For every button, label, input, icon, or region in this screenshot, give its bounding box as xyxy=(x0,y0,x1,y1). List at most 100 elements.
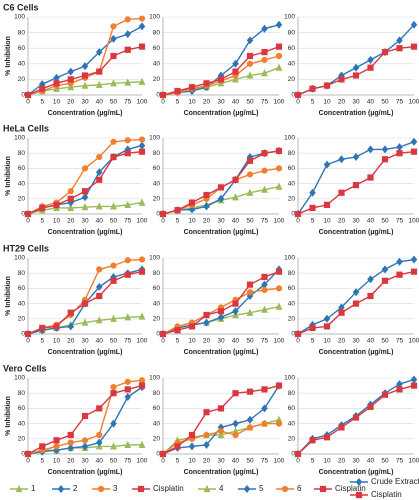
y-tick-label: 20 xyxy=(18,76,26,83)
x-tick-label: 30 xyxy=(81,458,89,465)
marker xyxy=(355,491,363,499)
marker xyxy=(367,55,374,64)
row-title: HT29 Cells xyxy=(3,243,49,253)
marker xyxy=(243,485,251,493)
x-tick-label: 75 xyxy=(124,218,132,225)
marker xyxy=(138,22,146,31)
marker xyxy=(67,67,74,76)
marker xyxy=(110,314,117,322)
x-axis-label: Concentration (µg/mL) xyxy=(319,229,394,236)
marker xyxy=(124,200,132,208)
marker xyxy=(367,174,374,181)
marker xyxy=(232,193,239,201)
y-tick-label: 20 xyxy=(18,436,26,443)
legend-label: 1 xyxy=(31,484,36,493)
x-tick-label: 10 xyxy=(53,338,61,345)
marker xyxy=(203,311,210,319)
x-tick-label: 40 xyxy=(96,338,104,345)
marker xyxy=(309,324,316,332)
y-axis-label: % Inhibition xyxy=(5,396,12,436)
marker xyxy=(338,424,345,431)
marker xyxy=(124,16,131,23)
marker xyxy=(261,185,268,193)
x-tick-label: 75 xyxy=(261,218,269,225)
marker xyxy=(96,438,103,447)
marker xyxy=(95,316,103,324)
x-tick-label: 10 xyxy=(323,338,331,345)
x-axis-label: Concentration (µg/mL) xyxy=(184,349,259,356)
x-tick-label: 40 xyxy=(96,99,104,106)
marker xyxy=(203,318,210,327)
marker xyxy=(381,265,389,274)
marker xyxy=(261,420,268,427)
legend-label: Cisplatin xyxy=(371,490,402,499)
x-tick-label: 50 xyxy=(246,458,254,465)
marker xyxy=(261,273,268,281)
x-tick-label: 5 xyxy=(40,218,44,225)
marker xyxy=(188,199,196,206)
marker xyxy=(39,204,46,212)
y-tick-label: 60 xyxy=(288,405,296,412)
y-tick-label: 80 xyxy=(153,390,161,397)
y-tick-label: 60 xyxy=(153,405,161,412)
marker xyxy=(110,442,117,450)
marker xyxy=(246,157,254,164)
x-tick-label: 0 xyxy=(26,99,30,106)
x-tick-label: 20 xyxy=(203,99,211,106)
marker xyxy=(203,409,210,416)
x-tick-label: 75 xyxy=(261,458,269,465)
x-tick-label: 75 xyxy=(261,338,269,345)
marker xyxy=(323,434,331,441)
y-tick-label: 100 xyxy=(14,255,25,262)
marker xyxy=(275,268,283,275)
y-axis-label: % Inhibition xyxy=(5,36,12,76)
x-tick-label: 50 xyxy=(110,338,118,345)
marker xyxy=(294,450,302,458)
y-tick-label: 20 xyxy=(288,76,296,83)
y-tick-label: 100 xyxy=(149,135,160,142)
marker xyxy=(110,419,117,428)
marker xyxy=(367,64,374,71)
marker xyxy=(39,324,46,332)
marker xyxy=(95,202,103,210)
x-tick-label: 0 xyxy=(296,99,300,106)
legend-label: Cisplatin xyxy=(153,484,184,493)
x-tick-label: 20 xyxy=(67,338,75,345)
marker xyxy=(352,414,360,421)
marker xyxy=(381,156,389,163)
marker xyxy=(261,56,268,64)
marker xyxy=(53,80,60,87)
marker xyxy=(81,62,89,71)
y-tick-label: 0 xyxy=(21,451,25,458)
y-tick-label: 0 xyxy=(21,331,25,338)
marker xyxy=(81,202,89,211)
marker xyxy=(96,153,103,161)
marker xyxy=(67,188,74,195)
marker xyxy=(323,82,331,89)
marker xyxy=(39,85,46,92)
marker xyxy=(138,77,146,85)
legend-label: 5 xyxy=(259,484,264,493)
y-tick-label: 60 xyxy=(18,405,26,412)
y-tick-label: 0 xyxy=(21,92,25,99)
marker xyxy=(294,210,302,218)
y-tick-label: 40 xyxy=(288,180,296,187)
x-tick-label: 100 xyxy=(137,338,148,345)
x-tick-label: 100 xyxy=(274,218,285,225)
marker xyxy=(281,485,289,493)
y-tick-label: 0 xyxy=(156,92,160,99)
marker xyxy=(275,182,283,190)
y-tick-label: 100 xyxy=(149,14,160,21)
marker xyxy=(138,377,146,384)
marker xyxy=(96,292,103,300)
marker xyxy=(124,137,131,144)
marker xyxy=(110,153,117,161)
y-tick-label: 0 xyxy=(21,211,25,218)
x-tick-label: 75 xyxy=(396,338,404,345)
x-tick-label: 30 xyxy=(352,99,360,106)
marker xyxy=(159,91,167,99)
y-tick-label: 100 xyxy=(284,375,295,382)
marker xyxy=(81,318,89,326)
x-tick-label: 40 xyxy=(232,218,240,225)
